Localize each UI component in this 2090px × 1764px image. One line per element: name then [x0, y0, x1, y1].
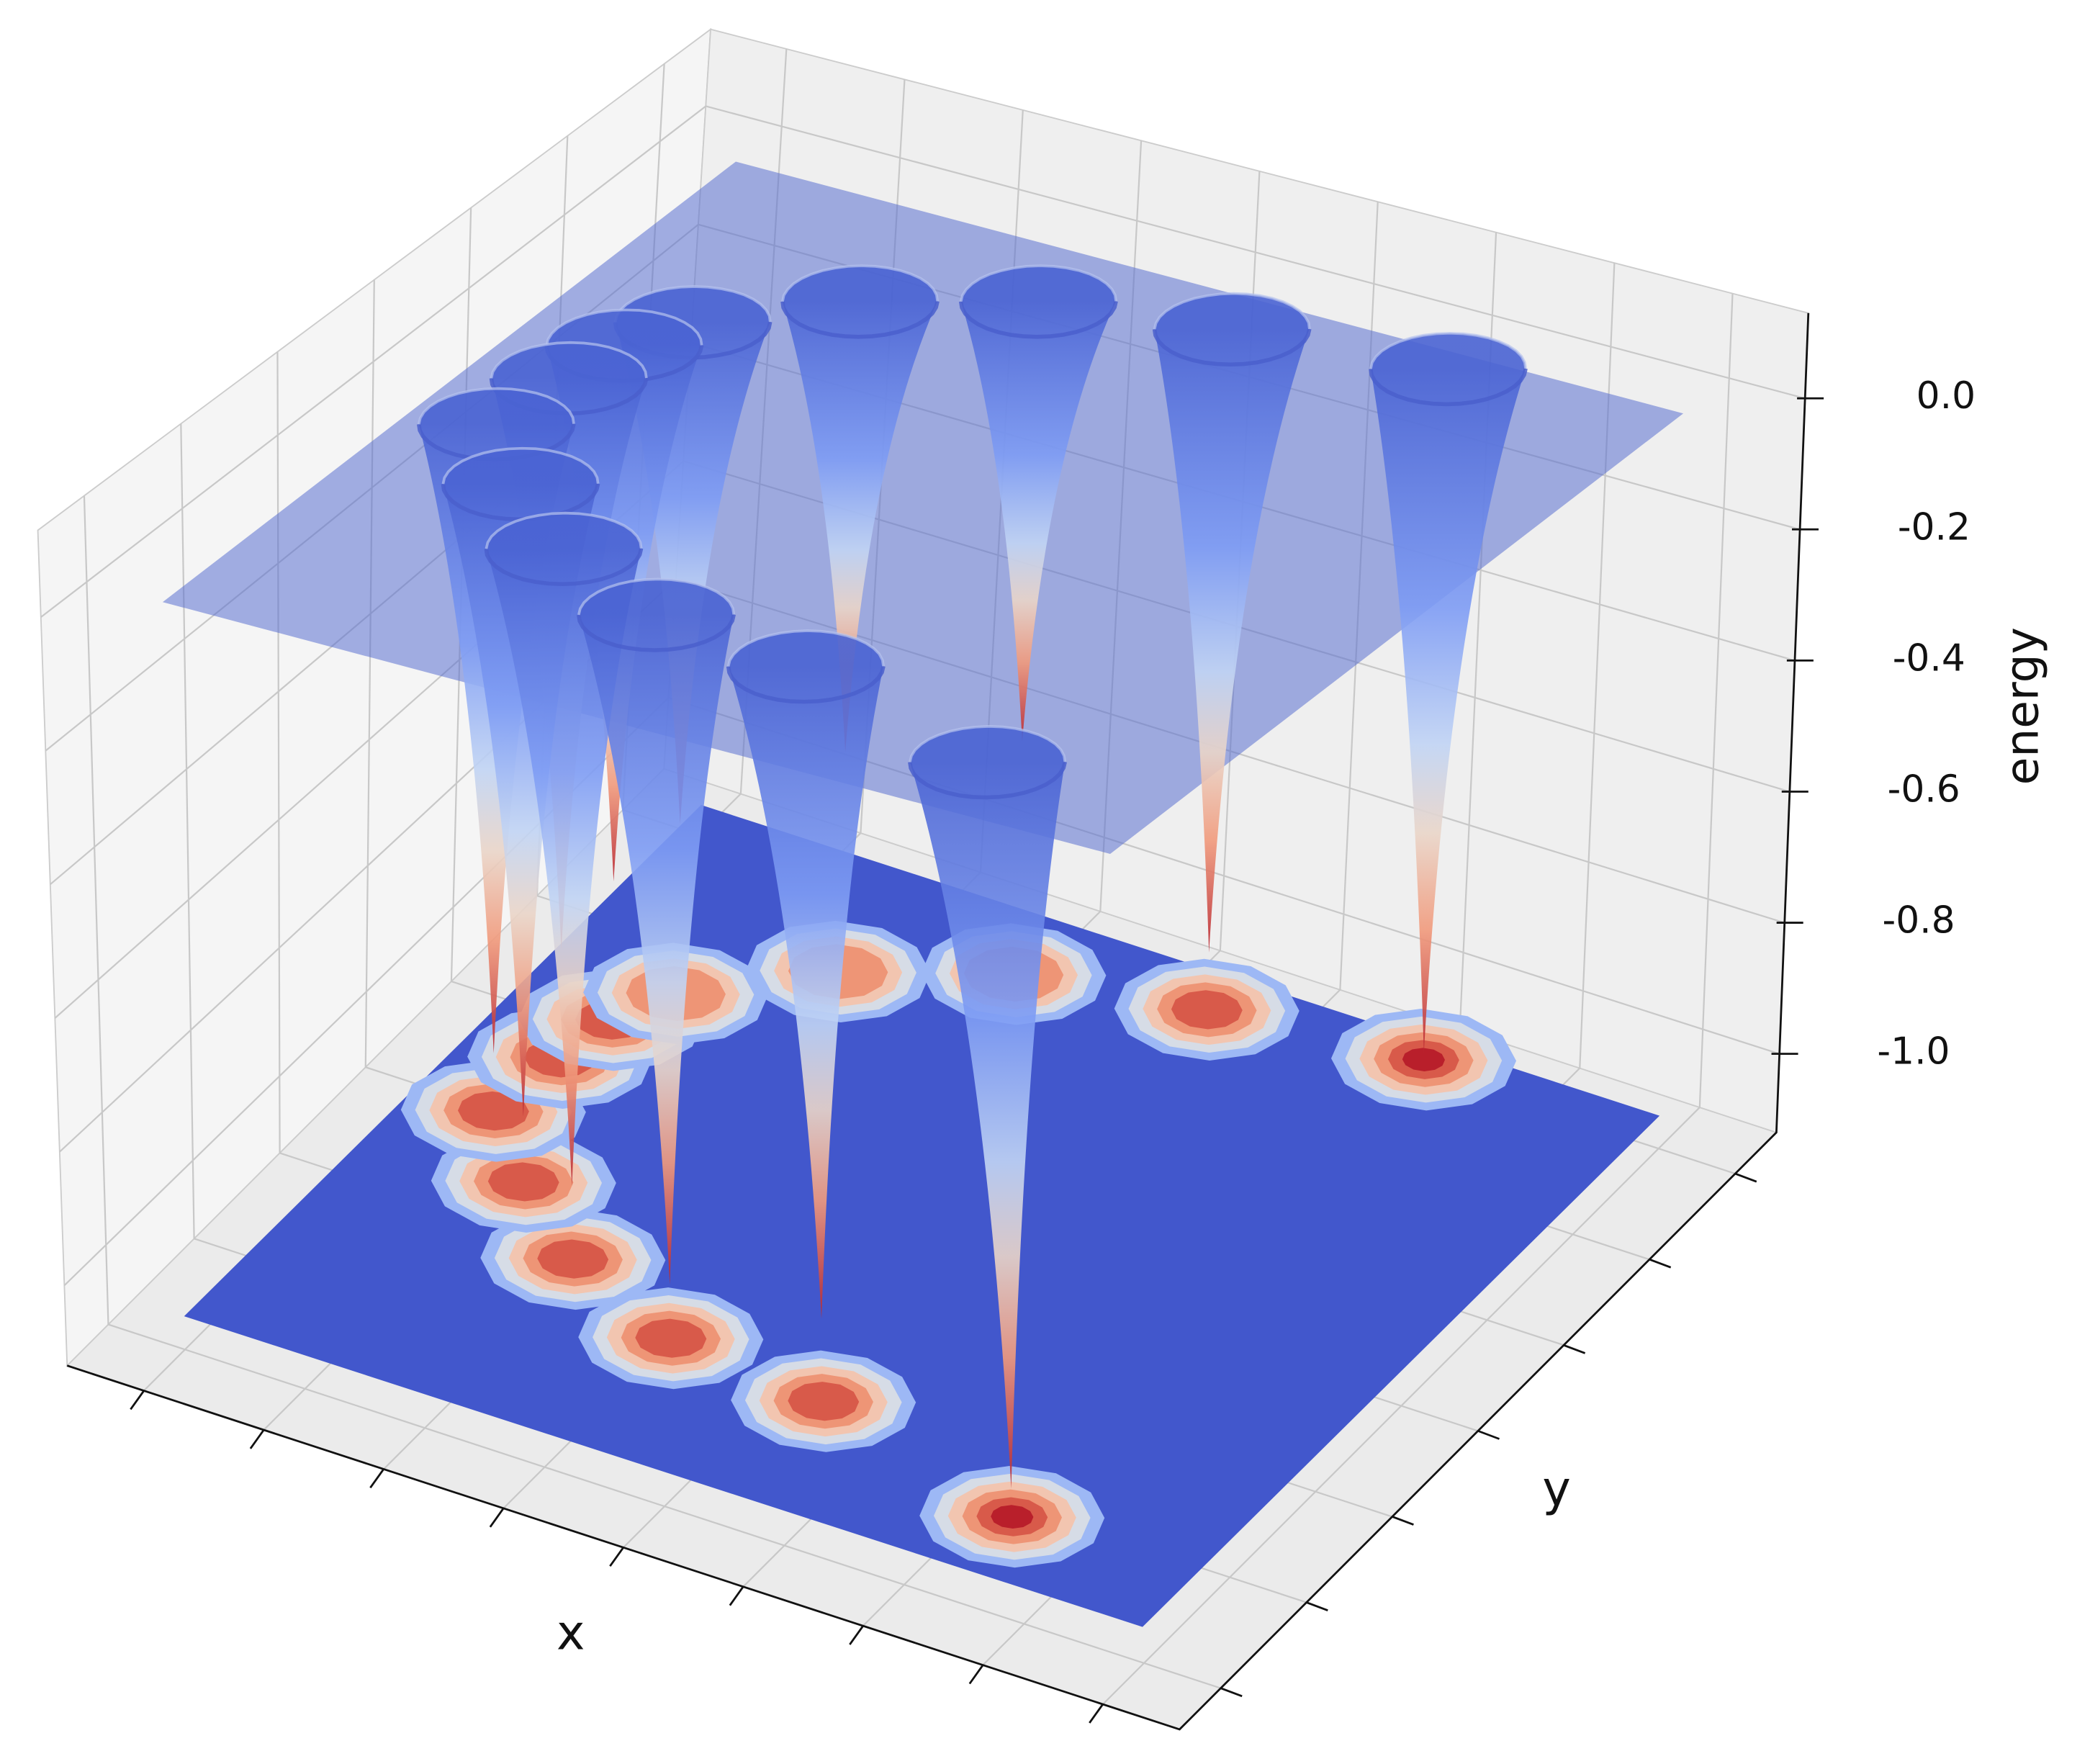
- well-rim-back: [959, 264, 1117, 302]
- z-tick-label: -0.6: [1888, 768, 1960, 811]
- well: [909, 726, 1066, 1489]
- x-tick: [1089, 1704, 1104, 1724]
- well-rim: [484, 548, 644, 587]
- well-rim: [1152, 328, 1312, 367]
- y-tick: [1734, 1172, 1757, 1183]
- well-rim-back: [417, 387, 575, 425]
- well: [960, 266, 1117, 742]
- well-rim-back: [490, 341, 648, 379]
- well-rim-back: [781, 264, 939, 302]
- well-rim: [908, 761, 1067, 800]
- contour-blob: [919, 1466, 1105, 1568]
- well: [1154, 293, 1310, 953]
- well-rim-back: [1369, 331, 1527, 369]
- y-axis-label: y: [1542, 1461, 1570, 1517]
- contour-blob: [480, 1207, 666, 1310]
- contour-blob: [1114, 958, 1300, 1061]
- contour-ring: [458, 1091, 529, 1131]
- contour-blob: [431, 1130, 616, 1233]
- contour-ring: [537, 1239, 609, 1279]
- x-tick: [489, 1508, 505, 1528]
- x-tick: [130, 1390, 145, 1410]
- z-tick-label: -0.2: [1898, 505, 1970, 549]
- y-tick: [1392, 1516, 1414, 1526]
- x-tick: [968, 1664, 984, 1685]
- well: [1370, 333, 1526, 1053]
- well-rim-back: [613, 285, 772, 323]
- y-tick: [1220, 1687, 1243, 1698]
- contour-ring: [1171, 990, 1243, 1030]
- y-tick: [1563, 1344, 1586, 1354]
- axis-edge: [66, 312, 1810, 1731]
- z-tick-label: -0.8: [1883, 899, 1955, 942]
- x-tick: [729, 1585, 744, 1606]
- contour-blob: [731, 1350, 916, 1452]
- well: [782, 266, 938, 752]
- contour-ring: [487, 1162, 559, 1202]
- x-grid-line: [1102, 293, 1734, 1705]
- well-rim: [726, 665, 886, 704]
- x-axis-label: x: [557, 1604, 585, 1660]
- contour-ring: [788, 1382, 860, 1421]
- contour-ring: [991, 1505, 1034, 1529]
- grid-line: [40, 105, 1806, 618]
- contour-blob: [1330, 1008, 1517, 1111]
- well-rim-back: [577, 577, 736, 616]
- z-tick-label: -1.0: [1877, 1030, 1950, 1074]
- y-grid-line: [83, 495, 1221, 1689]
- well: [728, 631, 884, 1319]
- x-tick: [849, 1625, 864, 1645]
- y-tick: [1306, 1601, 1328, 1611]
- contour-blob: [578, 1287, 764, 1390]
- well-rim: [1369, 368, 1528, 407]
- y-tick: [1649, 1258, 1672, 1269]
- well: [578, 579, 734, 1284]
- well-rim: [958, 300, 1118, 339]
- well-rim-back: [1153, 292, 1311, 330]
- well-rim: [577, 613, 736, 652]
- contour-ring: [1402, 1048, 1446, 1071]
- z-tick-label: 0.0: [1916, 374, 1976, 418]
- well-rim-back: [441, 446, 600, 485]
- well-rim-back: [545, 308, 703, 346]
- contour-ring: [635, 1318, 707, 1358]
- x-tick: [609, 1547, 624, 1567]
- well-rim-back: [485, 511, 643, 549]
- well-rim-back: [909, 725, 1067, 762]
- x-tick: [249, 1429, 265, 1449]
- z-tick-label: -0.4: [1893, 636, 1965, 680]
- well-rim: [780, 300, 940, 339]
- x-tick: [369, 1468, 384, 1489]
- z-axis-label: energy: [1996, 627, 2049, 785]
- y-tick: [1477, 1430, 1500, 1440]
- well-rim-back: [726, 629, 885, 667]
